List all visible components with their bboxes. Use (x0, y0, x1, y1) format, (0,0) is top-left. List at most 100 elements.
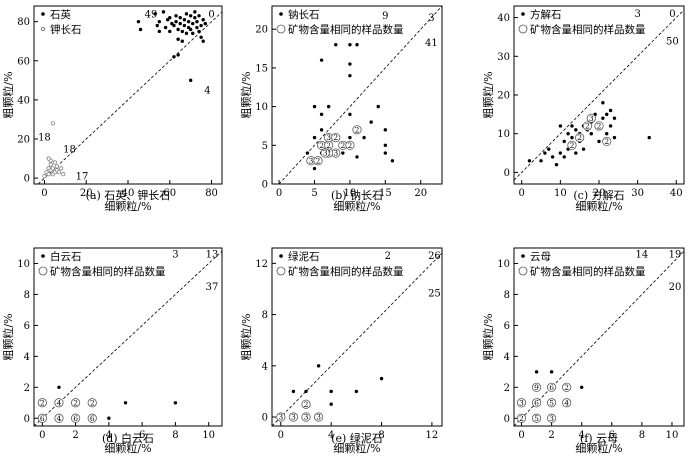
data-point (562, 382, 572, 392)
data-point (581, 147, 586, 151)
data-point (61, 172, 66, 177)
data-point (87, 413, 97, 423)
data-point (176, 37, 180, 41)
x-tick-label: 0 (39, 430, 45, 441)
data-point (184, 31, 189, 36)
data-point (334, 42, 338, 47)
y-tick-label: 2 (504, 383, 510, 394)
data-point (531, 413, 542, 423)
data-point (320, 148, 330, 158)
data-point (608, 108, 613, 113)
x-axis-label: 细颗粒/% (104, 199, 151, 213)
data-point (547, 398, 557, 408)
data-point (291, 389, 296, 394)
series-2: 2 4 2 2 6 4 6 6 (37, 398, 97, 423)
count-annotation: 17 (76, 172, 89, 183)
x-tick-label: 4 (328, 430, 334, 441)
data-point (46, 156, 51, 161)
data-point (547, 147, 551, 151)
data-point (191, 31, 195, 36)
panel-5: 0 4 8 12 0 4 8 12 细颗粒/% 粗颗粒/% (e) 绿泥石 绿泥石矿物含量相同的样品数… (239, 247, 443, 455)
count-annotation: 3 (428, 13, 434, 24)
data-point (558, 151, 563, 155)
y-tick-label: 2 (24, 383, 30, 394)
y-tick-label: 0 (262, 413, 268, 424)
legend-entry: 石英 (50, 8, 71, 21)
point-count-label: 3 (326, 133, 331, 142)
data-point (602, 136, 612, 147)
y-tick-label: 0 (24, 414, 30, 425)
data-point (37, 398, 47, 408)
legend-entry: 方解石 (530, 8, 562, 21)
point-count-label: 2 (519, 414, 524, 423)
y-axis-label: 粗颗粒/% (481, 313, 495, 360)
y-tick-label: 15 (255, 63, 268, 74)
data-point (199, 35, 203, 39)
legend-circled-marker (276, 266, 286, 276)
data-point (184, 12, 189, 16)
data-point (48, 162, 53, 167)
data-point (605, 112, 609, 117)
point-count-label: 5 (549, 398, 554, 407)
x-tick-label: 20 (593, 188, 606, 199)
point-count-label: 2 (90, 398, 95, 407)
panel-4: 0 2 4 6 8 10 0 2 4 6 8 10 细颗粒/% 粗颗粒/% (d) 白云石 白云石矿物含量相同… (1, 247, 223, 455)
y-tick-label: 4 (504, 352, 510, 363)
series-2 (42, 121, 66, 179)
data-point (186, 19, 191, 24)
point-count-label: 2 (564, 383, 569, 392)
y-tick-label: 6 (24, 321, 30, 332)
point-count-label: 6 (549, 383, 554, 392)
y-tick-label: 10 (497, 129, 510, 140)
x-tick-label: 20 (414, 188, 427, 199)
data-point (288, 412, 299, 422)
count-annotation: 9 (382, 11, 388, 22)
one-to-one-line (513, 9, 685, 181)
data-point (312, 135, 317, 140)
data-point (329, 402, 333, 406)
point-count-label: 2 (40, 398, 45, 407)
plot-frame (271, 247, 443, 427)
data-point (574, 151, 578, 155)
series-1 (527, 101, 651, 167)
data-point (157, 19, 162, 24)
series-2: 322322322223 (306, 125, 362, 165)
x-tick-label: 15 (379, 188, 392, 199)
data-point (354, 389, 359, 394)
data-point (612, 135, 617, 140)
data-point (301, 399, 311, 409)
y-axis-label: 粗颗粒/% (1, 313, 15, 360)
point-count-label: 6 (40, 414, 45, 423)
series-1 (534, 370, 584, 390)
panel-2: 0 5 10 15 20 0 5 10 15 20 细颗粒/% 粗颗粒/% (b) 钠长石 钠长石矿物含量… (239, 5, 443, 213)
y-axis-label: 粗颗粒/% (1, 71, 15, 118)
legend-dot-marker (41, 254, 45, 258)
x-axis-label: 细颗粒/% (104, 441, 151, 455)
data-point (312, 104, 317, 109)
series-1 (305, 42, 395, 171)
data-point (582, 121, 593, 131)
data-point (52, 160, 57, 165)
count-annotation: 13 (206, 250, 219, 261)
data-point (379, 376, 384, 381)
point-count-label: 2 (577, 133, 582, 142)
data-point (554, 162, 559, 167)
one-to-one-line (37, 11, 223, 185)
point-count-label: 2 (604, 137, 609, 146)
data-point (531, 398, 542, 408)
x-tick-label: 60 (163, 188, 176, 199)
x-tick-label: 40 (670, 188, 683, 199)
data-point (182, 23, 187, 28)
point-count-label: 3 (309, 156, 314, 165)
count-annotation: 18 (38, 133, 51, 144)
legend-dot-marker (521, 254, 525, 258)
x-tick-label: 4 (106, 430, 112, 441)
data-point (558, 124, 563, 128)
data-point (348, 42, 352, 47)
legend-entry: 钾长石 (50, 23, 82, 36)
y-axis-label: 粗颗粒/% (239, 71, 253, 118)
data-point (191, 21, 195, 26)
point-count-label: 3 (333, 149, 338, 158)
